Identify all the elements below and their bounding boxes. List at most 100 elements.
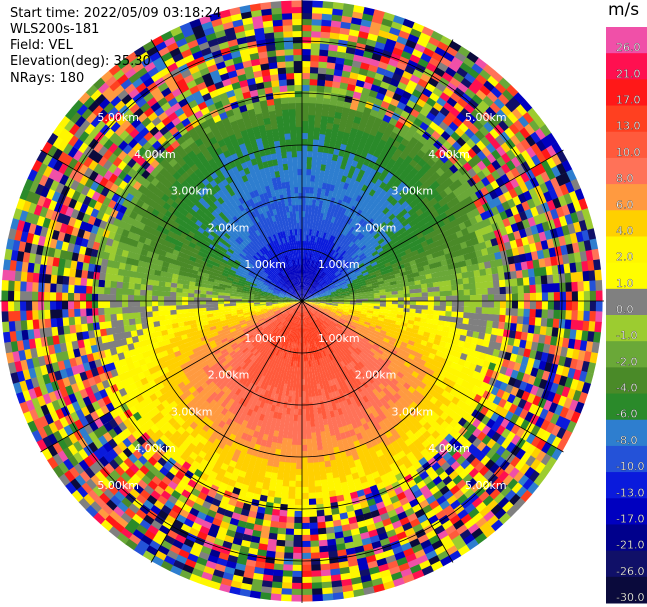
radar-gate	[340, 200, 347, 208]
radar-gate	[359, 227, 367, 235]
radar-gate	[314, 223, 319, 231]
radar-gate	[348, 258, 355, 265]
radar-gate	[344, 95, 354, 104]
radar-gate	[343, 201, 350, 210]
radar-gate	[474, 57, 488, 70]
radar-gate	[365, 251, 373, 258]
radar-gate	[305, 276, 308, 284]
radar-gate	[318, 290, 325, 294]
radar-gate	[350, 127, 358, 136]
radar-gate	[337, 247, 343, 254]
radar-gate	[330, 274, 337, 280]
radar-gate	[439, 296, 447, 302]
radar-gate	[403, 233, 412, 242]
radar-gate	[326, 269, 332, 276]
radar-gate	[311, 444, 318, 452]
radar-gate	[339, 27, 351, 36]
radar-gate	[493, 301, 501, 309]
radar-gate	[295, 474, 302, 482]
radar-gate	[457, 295, 465, 302]
radar-gate	[439, 91, 451, 103]
radar-gate	[332, 2, 344, 10]
radar-gate	[346, 267, 354, 273]
radar-gate	[282, 564, 293, 572]
radar-gate	[425, 82, 436, 93]
radar-gate	[416, 261, 424, 268]
radar-gate	[306, 270, 309, 278]
radar-gate	[285, 534, 294, 542]
radar-gate	[349, 178, 356, 186]
radar-gate	[368, 271, 376, 277]
radar-gate	[440, 259, 449, 267]
radar-gate	[347, 268, 355, 274]
radar-gate	[304, 360, 307, 368]
radar-gate	[411, 234, 420, 242]
radar-gate	[421, 301, 429, 306]
radar-gate	[341, 207, 347, 215]
radar-gate	[293, 414, 298, 422]
radar-gate	[344, 125, 352, 134]
radar-gate	[307, 277, 310, 284]
radar-gate	[349, 260, 356, 266]
radar-gate	[328, 221, 334, 229]
radar-gate	[309, 286, 315, 293]
radar-gate	[346, 239, 353, 246]
radar-gate	[287, 432, 293, 440]
radar-gate	[487, 117, 499, 129]
radar-gate	[520, 171, 531, 183]
radar-gate	[329, 286, 336, 290]
radar-gate	[406, 127, 417, 137]
radar-gate	[315, 163, 322, 171]
radar-gate	[348, 190, 355, 199]
radar-gate	[446, 240, 455, 248]
radar-gate	[361, 246, 369, 253]
radar-gate	[594, 321, 602, 333]
radar-gate	[489, 128, 501, 140]
radar-gate	[309, 278, 314, 286]
radar-gate	[325, 278, 332, 284]
radar-gates	[1, 0, 603, 602]
radar-gate	[364, 215, 372, 223]
radar-gate	[338, 265, 345, 272]
radar-gate	[373, 9, 386, 19]
radar-gate	[342, 194, 349, 203]
radar-gate	[379, 240, 388, 248]
radar-gate	[434, 66, 446, 78]
radar-gate	[539, 124, 552, 137]
radar-gate	[309, 528, 319, 536]
radar-gate	[371, 250, 379, 257]
radar-gate	[396, 233, 405, 241]
radar-gate	[415, 301, 423, 306]
radar-gate	[302, 222, 305, 229]
radar-gate	[304, 222, 308, 230]
radar-gate	[311, 30, 322, 38]
radar-gate	[458, 156, 468, 167]
radar-gate	[309, 253, 313, 260]
radar-gate	[301, 510, 310, 518]
radar-gate	[315, 285, 322, 290]
radar-gate	[291, 576, 302, 584]
radar-gate	[310, 66, 319, 74]
radar-gate	[320, 218, 326, 226]
radar-gate	[403, 44, 415, 55]
radar-gate	[310, 426, 316, 434]
radar-gate	[446, 81, 458, 93]
radar-gate	[311, 229, 315, 236]
radar-gate	[583, 301, 591, 312]
radar-gate	[406, 99, 417, 109]
radar-gate	[352, 192, 359, 201]
radar-gate	[308, 285, 313, 292]
radar-gate	[301, 402, 306, 410]
radar-gate	[338, 167, 345, 176]
radar-gate	[511, 301, 519, 309]
radar-gate	[335, 160, 342, 169]
radar-gate	[362, 206, 370, 214]
radar-gate	[424, 249, 433, 256]
radar-gate	[420, 72, 432, 83]
radar-gate	[457, 82, 469, 94]
radar-gate	[302, 252, 304, 259]
radar-gate	[312, 273, 317, 280]
radar-gate	[293, 420, 298, 428]
radar-gate	[535, 174, 546, 186]
radar-gate	[311, 570, 322, 578]
